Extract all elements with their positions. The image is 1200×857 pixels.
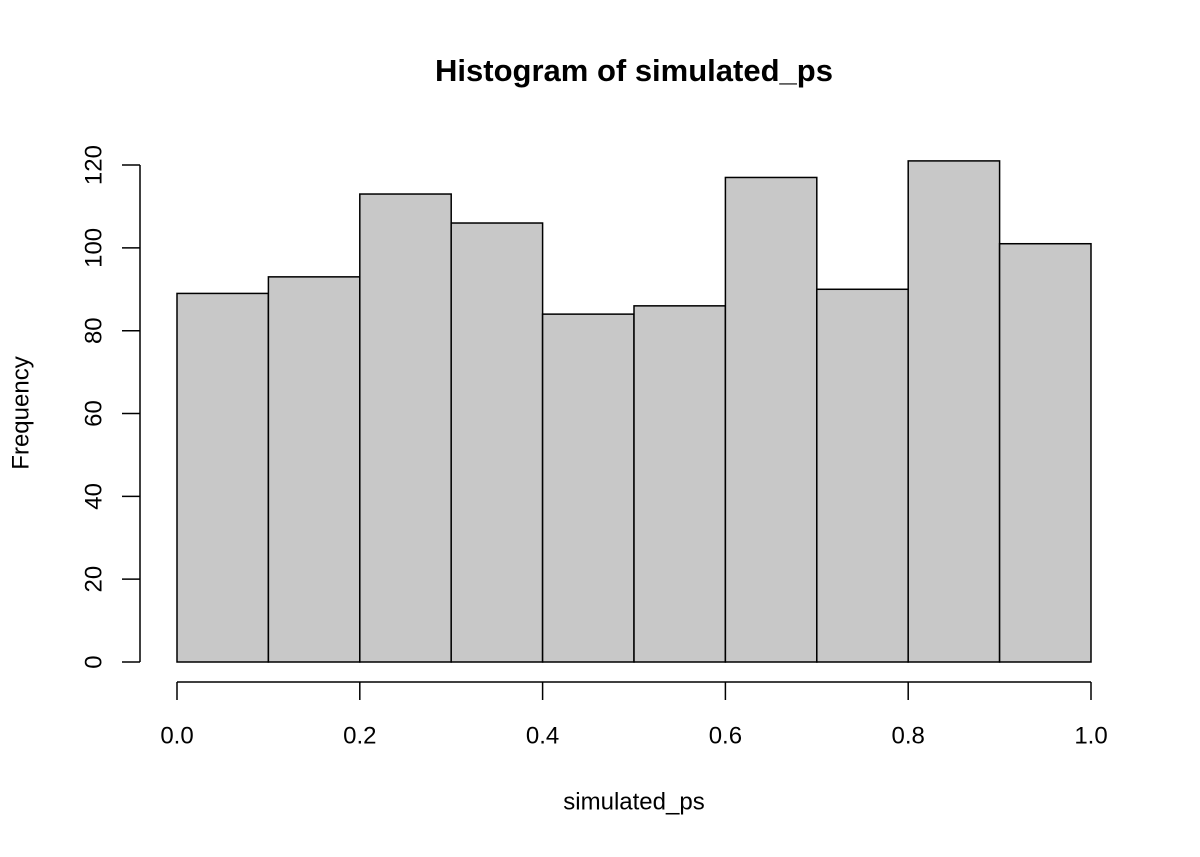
x-tick-label: 1.0: [1074, 722, 1107, 749]
y-tick-label: 0: [80, 655, 107, 668]
bar: [633, 305, 727, 663]
bar: [816, 288, 909, 663]
bar: [724, 176, 818, 663]
x-tick-label: 0.0: [160, 722, 193, 749]
chart-title: Histogram of simulated_ps: [435, 53, 833, 88]
x-tick-label: 0.4: [526, 722, 559, 749]
y-tick-label: 100: [80, 228, 107, 268]
x-tick-label: 0.8: [892, 722, 925, 749]
bar: [359, 193, 452, 663]
y-tick-label: 60: [80, 400, 107, 427]
bar: [267, 276, 361, 663]
bar: [998, 242, 1092, 663]
bar: [541, 313, 635, 663]
y-tick-label: 20: [80, 566, 107, 593]
bar: [907, 160, 1001, 663]
y-tick-label: 40: [80, 483, 107, 510]
y-axis-label: Frequency: [7, 356, 34, 469]
y-tick-label: 80: [80, 317, 107, 344]
x-tick-label: 0.6: [709, 722, 742, 749]
x-axis-label: simulated_ps: [563, 788, 704, 815]
bar: [450, 222, 544, 663]
bar: [176, 292, 270, 663]
x-tick-label: 0.2: [343, 722, 376, 749]
y-tick-label: 120: [80, 145, 107, 185]
